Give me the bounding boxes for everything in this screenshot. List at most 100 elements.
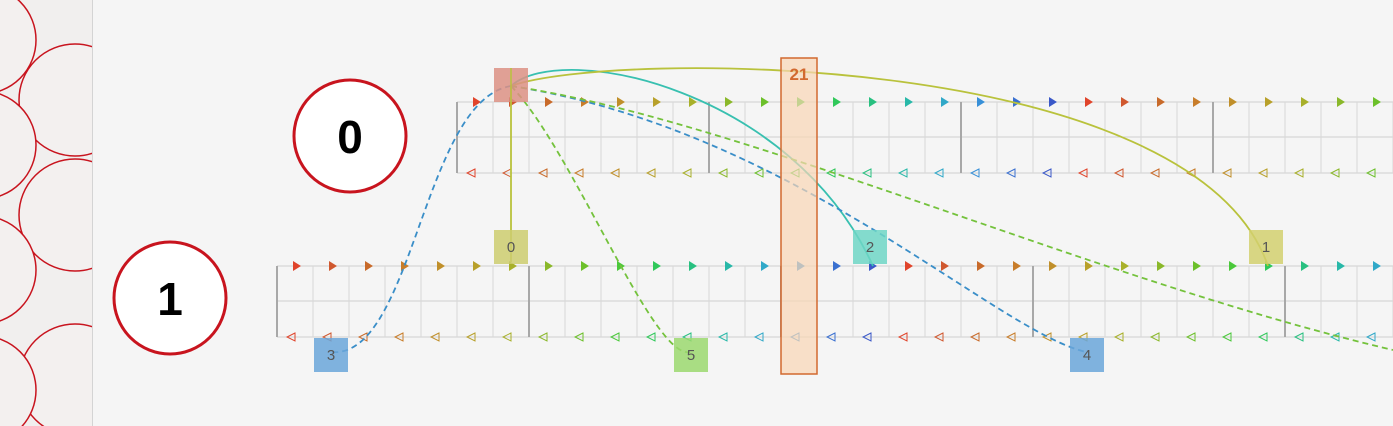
- forward-arrow-icon: [725, 97, 733, 107]
- marker-label: 0: [507, 239, 515, 256]
- backward-arrow-icon: [537, 168, 548, 178]
- marker-box[interactable]: [1070, 338, 1104, 372]
- forward-arrow-icon: [941, 261, 949, 271]
- arc-offscreen: [510, 85, 1393, 351]
- forward-arrow-icon: [905, 261, 913, 271]
- backward-arrow-icon: [1149, 332, 1160, 342]
- backward-arrow-icon: [1113, 168, 1124, 178]
- forward-arrow-icon: [617, 97, 625, 107]
- time-cursor[interactable]: 21: [780, 57, 818, 375]
- arcs-layer: [330, 67, 1393, 353]
- arc-to-5: [510, 85, 691, 353]
- backward-arrow-icon: [1365, 168, 1376, 178]
- timeline-0-label: 0: [337, 111, 363, 163]
- backward-arrow-icon: [933, 168, 944, 178]
- backward-arrow-icon: [1257, 168, 1268, 178]
- forward-arrow-icon: [401, 261, 409, 271]
- marker-3[interactable]: 3: [314, 338, 348, 372]
- forward-arrow-icon: [1085, 261, 1093, 271]
- backward-arrow-icon: [1041, 168, 1052, 178]
- backward-arrow-icon: [753, 332, 764, 342]
- forward-arrow-icon: [761, 261, 769, 271]
- backward-arrow-icon: [609, 168, 620, 178]
- backward-arrow-icon: [1221, 332, 1232, 342]
- timeline-0-label-group[interactable]: 0: [292, 78, 408, 194]
- sidebar-circle[interactable]: [0, 216, 37, 324]
- marker-label: 1: [1262, 239, 1270, 256]
- arc-to-1: [510, 67, 1269, 267]
- forward-arrow-icon: [1121, 261, 1129, 271]
- forward-arrow-icon: [1193, 261, 1201, 271]
- backward-arrow-icon: [429, 332, 440, 342]
- marker-2[interactable]: 2: [853, 230, 887, 264]
- backward-arrow-icon: [717, 168, 728, 178]
- marker-0[interactable]: 0: [494, 230, 528, 264]
- forward-arrow-icon: [1229, 97, 1237, 107]
- marker-label: 4: [1083, 347, 1091, 364]
- timeline-1-label-group[interactable]: 1: [112, 240, 228, 356]
- backward-arrow-icon: [609, 332, 620, 342]
- forward-arrow-icon: [293, 261, 301, 271]
- marker-1[interactable]: 1: [1249, 230, 1283, 264]
- marker-5[interactable]: 5: [674, 338, 708, 372]
- track-1: [276, 261, 1393, 342]
- forward-arrow-icon: [1301, 97, 1309, 107]
- forward-arrow-icon: [1157, 97, 1165, 107]
- backward-arrow-icon: [861, 332, 872, 342]
- forward-arrow-icon: [437, 261, 445, 271]
- forward-arrow-icon: [545, 261, 553, 271]
- backward-arrow-icon: [1365, 332, 1376, 342]
- arc-to-2: [510, 69, 874, 267]
- backward-arrow-icon: [573, 332, 584, 342]
- backward-arrow-icon: [393, 332, 404, 342]
- backward-arrow-icon: [717, 332, 728, 342]
- backward-arrow-icon: [969, 332, 980, 342]
- forward-arrow-icon: [977, 97, 985, 107]
- backward-arrow-icon: [825, 332, 836, 342]
- backward-arrow-icon: [501, 332, 512, 342]
- forward-arrow-icon: [1265, 97, 1273, 107]
- timeline-0-ring: [292, 78, 408, 194]
- backward-arrow-icon: [933, 332, 944, 342]
- marker-box[interactable]: [1249, 230, 1283, 264]
- marker-box[interactable]: [314, 338, 348, 372]
- timeline-1-label: 1: [157, 273, 183, 325]
- source-marker[interactable]: [494, 68, 528, 102]
- backward-arrow-icon: [1005, 332, 1016, 342]
- sidebar-panel: [0, 0, 93, 426]
- marker-4[interactable]: 4: [1070, 338, 1104, 372]
- forward-arrow-icon: [545, 97, 553, 107]
- forward-arrow-icon: [1301, 261, 1309, 271]
- timeline-1-ring: [112, 240, 228, 356]
- marker-box[interactable]: [674, 338, 708, 372]
- backward-arrow-icon: [1257, 332, 1268, 342]
- forward-arrow-icon: [653, 97, 661, 107]
- marker-box[interactable]: [853, 230, 887, 264]
- backward-arrow-icon: [969, 168, 980, 178]
- forward-arrow-icon: [1373, 97, 1381, 107]
- sidebar-circle[interactable]: [0, 336, 37, 426]
- forward-arrow-icon: [473, 261, 481, 271]
- cursor-band[interactable]: [780, 57, 818, 375]
- backward-arrow-icon: [1041, 332, 1052, 342]
- sidebar-circle[interactable]: [18, 43, 92, 157]
- sidebar-circle[interactable]: [0, 91, 37, 199]
- backward-arrow-icon: [285, 332, 296, 342]
- marker-box[interactable]: [494, 230, 528, 264]
- backward-arrow-icon: [1293, 332, 1304, 342]
- backward-arrow-icon: [861, 168, 872, 178]
- sidebar-circle[interactable]: [18, 158, 92, 272]
- forward-arrow-icon: [833, 261, 841, 271]
- forward-arrow-icon: [473, 97, 481, 107]
- backward-arrow-icon: [897, 168, 908, 178]
- forward-arrow-icon: [761, 97, 769, 107]
- forward-arrow-icon: [1373, 261, 1381, 271]
- sidebar-circle[interactable]: [0, 0, 37, 94]
- forward-arrow-icon: [1157, 261, 1165, 271]
- backward-arrow-icon: [1185, 332, 1196, 342]
- cursor-label: 21: [790, 65, 809, 84]
- marker-label: 3: [327, 347, 335, 364]
- forward-arrow-icon: [1193, 97, 1201, 107]
- backward-arrow-icon: [1221, 168, 1232, 178]
- backward-arrow-icon: [1185, 168, 1196, 178]
